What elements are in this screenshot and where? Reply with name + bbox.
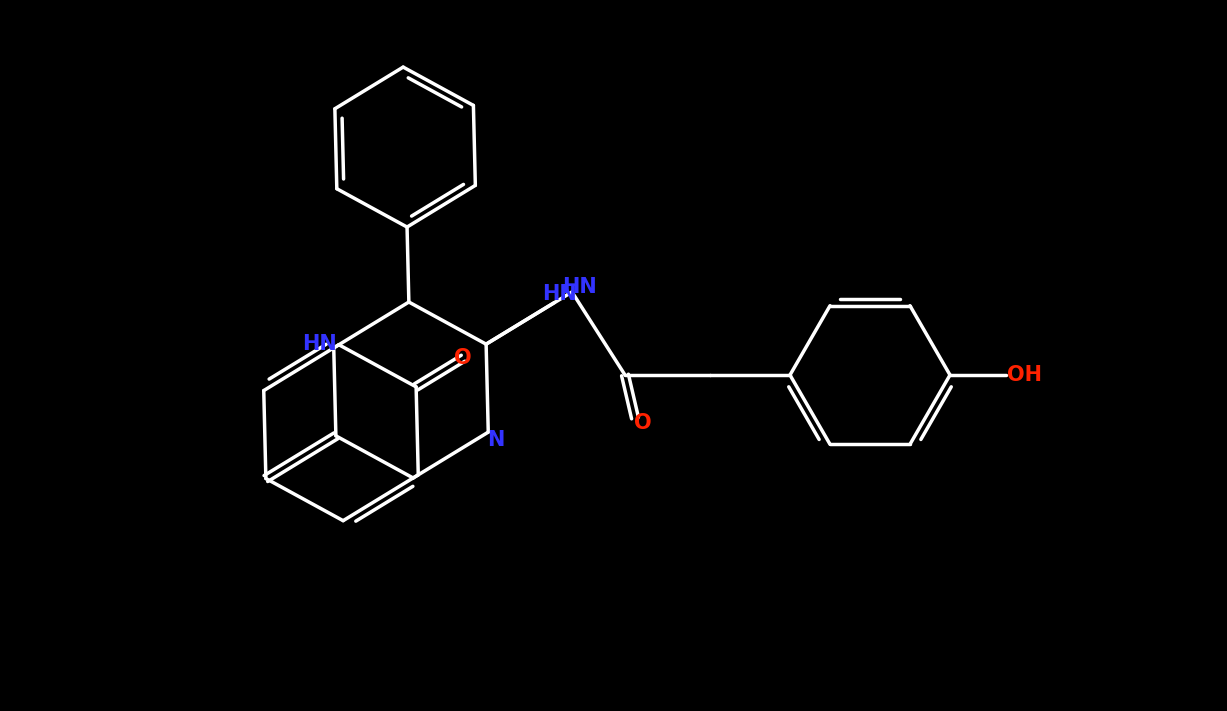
Text: HN: HN xyxy=(302,334,337,354)
Text: N: N xyxy=(487,430,506,450)
Text: OH: OH xyxy=(1006,365,1042,385)
Text: O: O xyxy=(634,413,652,433)
Text: O: O xyxy=(454,348,472,368)
Text: HN: HN xyxy=(563,277,598,297)
Text: HN: HN xyxy=(542,284,577,304)
